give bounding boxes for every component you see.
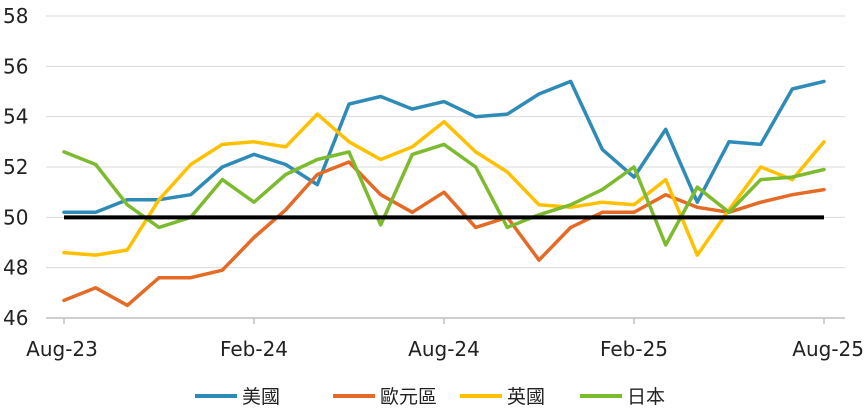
x-tick-label: Aug-25: [792, 337, 864, 361]
y-tick-label: 58: [3, 4, 28, 28]
series-line-0: [62, 79, 826, 215]
x-axis-ticks: Aug-23 Feb-24 Aug-24 Feb-25 Aug-25: [26, 318, 864, 361]
gridlines: [46, 15, 845, 269]
y-tick-label: 48: [3, 256, 28, 280]
legend-label-3: 日本: [627, 386, 665, 408]
y-tick-label: 46: [3, 306, 28, 330]
y-axis-ticks: 46 48 50 52 54 56 58: [3, 4, 28, 330]
legend-label-0: 美國: [242, 386, 280, 408]
legend: 美國 歐元區 英國 日本: [195, 386, 665, 408]
legend-label-2: 英國: [507, 386, 545, 408]
x-tick-label: Feb-25: [600, 337, 668, 361]
x-tick-label: Aug-24: [408, 337, 480, 361]
y-tick-label: 52: [3, 155, 28, 179]
legend-label-1: 歐元區: [380, 386, 437, 408]
y-tick-label: 54: [3, 105, 28, 129]
y-tick-label: 56: [3, 54, 28, 78]
series-line-1: [62, 160, 826, 308]
x-tick-label: Feb-24: [220, 337, 288, 361]
series-lines: [62, 79, 826, 308]
x-tick-label: Aug-23: [26, 337, 98, 361]
series-line-2: [62, 112, 826, 257]
y-tick-label: 50: [3, 205, 28, 229]
